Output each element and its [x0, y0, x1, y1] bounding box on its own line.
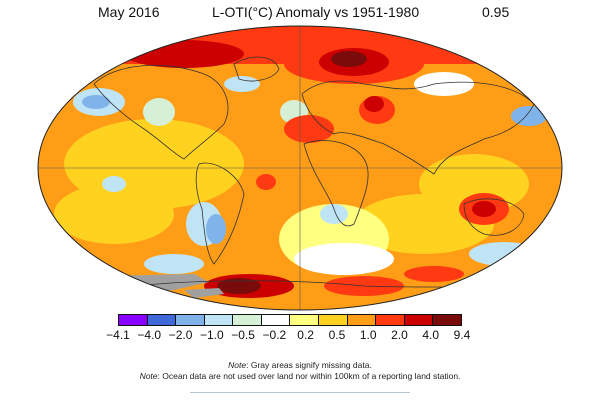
scale-tick-label: −4.1 [106, 328, 130, 342]
color-swatch [176, 315, 205, 325]
scale-tick-label: 0.2 [297, 328, 314, 342]
color-swatch [204, 315, 234, 325]
global-mean-value: 0.95 [482, 4, 510, 20]
scale-tick-label: 2.0 [391, 328, 408, 342]
color-swatch [119, 315, 148, 325]
color-swatch [376, 315, 405, 325]
color-swatch [147, 315, 177, 325]
anomaly-map [37, 25, 563, 311]
scale-tick-label: 9.4 [453, 328, 471, 342]
color-swatch [433, 315, 461, 325]
scale-tick-label: 1.0 [359, 328, 377, 342]
divider [190, 392, 410, 393]
color-scale [118, 314, 462, 326]
scale-tick-label: −4.0 [137, 328, 162, 342]
color-swatch [404, 315, 434, 325]
color-swatch [319, 315, 348, 325]
scale-tick-label: −0.2 [262, 328, 287, 342]
map-header: May 2016 L-OTI(°C) Anomaly vs 1951-1980 … [0, 4, 600, 24]
scale-tick-label: 4.0 [422, 328, 440, 342]
scale-tick-label: 0.5 [328, 328, 346, 342]
scale-tick-label: −2.0 [168, 328, 193, 342]
anomaly-field [38, 26, 562, 310]
map-border [37, 25, 563, 311]
color-swatch [347, 315, 377, 325]
scale-tick-label: −1.0 [199, 328, 224, 342]
color-swatch [233, 315, 262, 325]
note-ocean-data: Note: Ocean data are not used over land … [139, 371, 461, 381]
note-missing-data: Note: Gray areas signify missing data. [228, 360, 372, 370]
scale-tick-label: −0.5 [231, 328, 255, 342]
color-swatch [290, 315, 320, 325]
color-swatch [261, 315, 291, 325]
map-title: L-OTI(°C) Anomaly vs 1951-1980 [212, 4, 420, 20]
notes: Note: Gray areas signify missing data. N… [0, 360, 600, 382]
color-scale-ticks: −4.1 −4.0 −2.0 −1.0 −0.5 −0.2 0.2 0.5 1.0 2.0 4.0 9… [104, 328, 474, 344]
date-label: May 2016 [98, 4, 160, 20]
